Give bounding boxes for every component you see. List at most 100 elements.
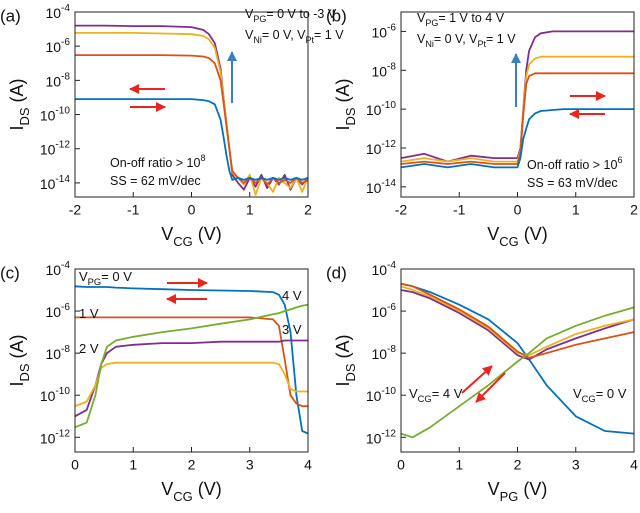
y-tick-label: 10-6	[371, 302, 396, 320]
y-tick-label: 10-4	[371, 260, 396, 278]
text-part: DS	[17, 107, 32, 125]
text-part: -12	[381, 428, 396, 439]
y-tick-label: 10-12	[40, 140, 71, 158]
y-tick-label: 10-10	[366, 100, 397, 118]
text-part: On-off ratio > 10	[527, 158, 617, 172]
text-part: (V)	[519, 224, 548, 244]
text-part: SS = 62 mV/dec	[110, 174, 201, 188]
x-tick-label: -2	[395, 202, 408, 218]
text-part: 8	[200, 153, 205, 163]
data-line	[400, 108, 634, 169]
text-part: V	[417, 32, 426, 46]
x-tick-label: 4	[304, 457, 312, 473]
annotation: VPG= 0 V	[79, 269, 132, 287]
text-part: DS	[343, 107, 358, 125]
text-part: 10	[45, 5, 61, 21]
text-part: CG	[173, 234, 192, 249]
text-part: -8	[61, 344, 70, 355]
text-part: I	[7, 381, 27, 386]
text-part: 10	[371, 262, 387, 278]
arrow	[475, 372, 506, 403]
text-part: 10	[45, 73, 61, 89]
data-line	[400, 306, 635, 439]
text-part: -10	[55, 386, 70, 397]
text-part: -12	[381, 139, 396, 150]
plot-frame	[74, 268, 309, 453]
annotation: 2 V	[79, 341, 99, 356]
y-tick-label: 10-12	[40, 428, 71, 446]
y-tick-label: 10-6	[45, 302, 70, 320]
data-line	[74, 303, 309, 429]
y-tick-label: 10-14	[40, 174, 71, 192]
panel-label: (a)	[0, 6, 21, 25]
x-tick-label: 1	[455, 457, 463, 473]
text-part: 10	[40, 430, 56, 446]
text-part: -14	[55, 174, 70, 185]
y-tick-label: 10-6	[371, 23, 396, 41]
text-part: = 0 V, V	[262, 28, 306, 42]
annotation: 4 V	[282, 288, 302, 303]
text-part: 3 V	[282, 322, 302, 337]
text-part: 10	[366, 102, 382, 118]
text-part: 10	[45, 304, 61, 320]
text-part: = 1 V	[314, 28, 344, 42]
text-part: 10	[45, 346, 61, 362]
x-tick-label: -1	[127, 202, 140, 218]
text-part: -4	[387, 260, 396, 271]
text-part: 10	[45, 262, 61, 278]
text-part: -10	[381, 386, 396, 397]
text-part: V	[487, 224, 499, 244]
text-part: = 0 V	[101, 269, 132, 284]
text-part: 10	[40, 388, 56, 404]
text-part: V	[573, 386, 582, 401]
text-part: CG	[418, 394, 432, 404]
text-part: 10	[371, 304, 387, 320]
y-tick-label: 10-10	[366, 386, 397, 404]
annotation: 3 V	[282, 322, 302, 337]
data-line	[400, 285, 635, 357]
text-part: 10	[366, 141, 382, 157]
y-tick-label: 10-4	[45, 3, 70, 21]
text-part: = 1 V	[486, 32, 516, 46]
data-line	[400, 282, 635, 359]
text-part: CG	[499, 234, 518, 249]
x-tick-label: 3	[572, 457, 580, 473]
y-axis-label: IDS (A)	[7, 78, 32, 130]
text-part: -10	[381, 100, 396, 111]
y-axis-label: IDS (A)	[333, 334, 358, 386]
y-axis-label: IDS (A)	[333, 78, 358, 130]
annotation: VPG= 0 V to -3 V	[245, 7, 337, 24]
text-part: = 1 V to 4 V	[438, 11, 504, 25]
data-line	[400, 289, 635, 361]
x-tick-label: 0	[514, 202, 522, 218]
annotation: VPG= 1 V to 4 V	[417, 11, 505, 28]
text-part: PG	[425, 18, 438, 28]
text-part: -10	[55, 106, 70, 117]
text-part: -12	[55, 140, 70, 151]
text-part: Ni	[253, 35, 262, 45]
text-part: V	[161, 479, 173, 499]
text-part: CG	[582, 394, 596, 404]
text-part: SS = 63 mV/dec	[527, 176, 618, 190]
text-part: DS	[17, 363, 32, 381]
text-part: V	[409, 386, 418, 401]
text-part: = 0 V to -3 V	[266, 7, 336, 21]
text-part: PG	[500, 489, 519, 504]
x-tick-label: 2	[630, 202, 638, 218]
y-axis-label: IDS (A)	[7, 334, 32, 386]
text-part: (V)	[518, 479, 547, 499]
data-line	[75, 98, 309, 181]
panel-label: (b)	[326, 6, 347, 25]
y-tick-label: 10-4	[45, 260, 70, 278]
text-part: PG	[253, 14, 266, 24]
text-part: V	[488, 479, 500, 499]
x-axis-label: VPG (V)	[488, 479, 548, 504]
x-tick-label: 0	[188, 202, 196, 218]
text-part: V	[161, 224, 173, 244]
text-part: -4	[61, 3, 70, 14]
text-part: -8	[387, 61, 396, 72]
annotation: SS = 62 mV/dec	[110, 174, 201, 188]
text-part: = 0 V	[596, 386, 627, 401]
text-part: -6	[387, 302, 396, 313]
text-part: 10	[366, 180, 382, 196]
